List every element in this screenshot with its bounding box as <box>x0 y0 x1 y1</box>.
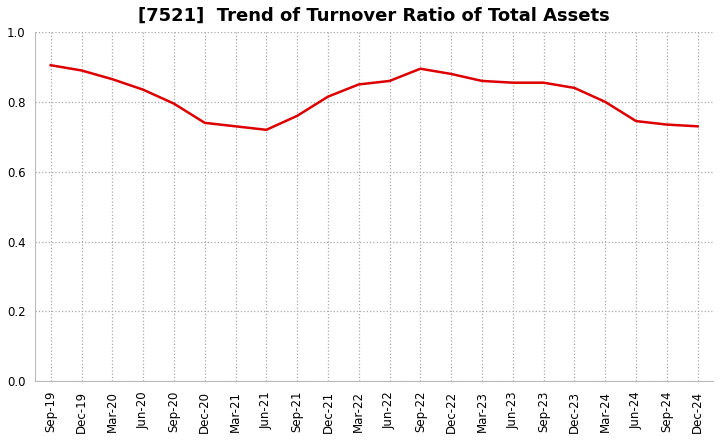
Title: [7521]  Trend of Turnover Ratio of Total Assets: [7521] Trend of Turnover Ratio of Total … <box>138 7 610 25</box>
